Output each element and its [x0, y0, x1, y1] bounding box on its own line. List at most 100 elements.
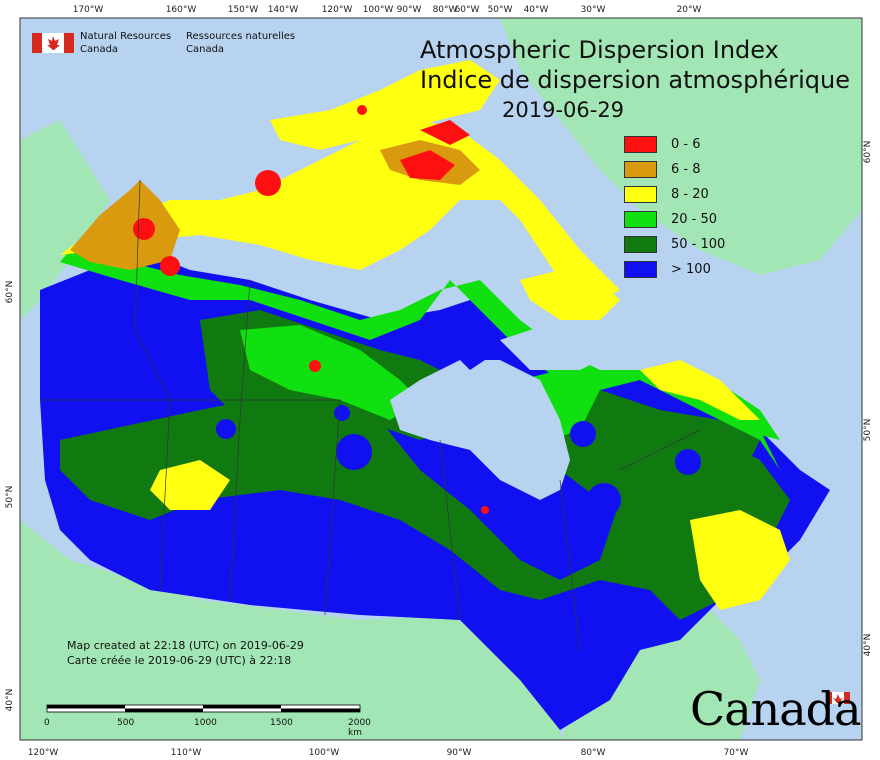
zone-8-20-maritimes	[690, 510, 790, 610]
legend-swatch	[624, 161, 657, 178]
zone-0-6-spot	[357, 105, 367, 115]
scale-bar-label: 500	[117, 718, 135, 728]
scale-bar	[46, 704, 361, 713]
legend-item: 0 - 6	[624, 132, 725, 157]
zone-gt100-blob	[336, 434, 372, 470]
canada-wordmark: Canada	[690, 682, 862, 736]
map-title-en: Atmospheric Dispersion Index	[420, 36, 779, 64]
zone-gt100-blob	[799, 484, 813, 498]
hudson-bay	[390, 360, 570, 500]
graticule-label: 50°N	[863, 419, 873, 442]
graticule-label: 40°W	[524, 5, 549, 15]
legend-swatch	[624, 136, 657, 153]
map-date: 2019-06-29	[502, 98, 625, 122]
zone-50-100-south	[60, 380, 790, 620]
zone-8-20-arctic-islands	[270, 60, 500, 150]
alaska-land	[20, 120, 110, 320]
canada-flag-logo	[32, 33, 74, 53]
graticule-label: 60°N	[863, 141, 873, 164]
zone-0-6-spot	[309, 360, 321, 372]
zone-0-6-spot	[255, 170, 281, 196]
creation-note-en: Map created at 22:18 (UTC) on 2019-06-29	[67, 639, 304, 652]
zone-20-50-band	[60, 250, 780, 470]
graticule-label: 80°W	[433, 5, 458, 15]
graticule-label: 120°W	[322, 5, 353, 15]
agency-fr-line1: Ressources naturelles	[186, 31, 296, 42]
graticule-label: 100°W	[363, 5, 394, 15]
graticule-label: 90°W	[447, 748, 472, 758]
usa-east-land	[560, 600, 760, 740]
scale-bar-label: 0	[44, 718, 50, 728]
province-borders	[40, 179, 701, 651]
zone-50-100-quebec	[540, 390, 760, 510]
graticule-right-labels: 60°N 50°N 40°N	[863, 141, 873, 657]
legend-label: 8 - 20	[671, 187, 709, 202]
graticule-label: 160°W	[166, 5, 197, 15]
graticule-bottom-labels: 120°W 110°W 100°W 90°W 80°W 70°W	[28, 748, 749, 758]
zone-gt100-baffin	[455, 330, 485, 370]
graticule-label: 30°W	[581, 5, 606, 15]
legend-item: 50 - 100	[624, 232, 725, 257]
zone-8-20-baffin	[520, 270, 620, 320]
graticule-label: 120°W	[28, 748, 59, 758]
legend: 0 - 6 6 - 8 8 - 20 20 - 50 50 - 100 > 100	[624, 132, 725, 282]
map-title-fr: Indice de dispersion atmosphérique	[420, 66, 851, 94]
graticule-label: 170°W	[73, 5, 104, 15]
graticule-label: 50°N	[5, 486, 15, 509]
zone-8-20-labrador	[640, 360, 760, 420]
hudson-strait	[500, 320, 620, 370]
scale-bar-label: 1000	[194, 718, 217, 728]
zone-gt100-blob	[570, 421, 596, 447]
agency-fr-line2: Canada	[186, 44, 225, 55]
legend-label: 50 - 100	[671, 237, 726, 252]
graticule-label: 90°W	[397, 5, 422, 15]
legend-label: 20 - 50	[671, 212, 718, 227]
graticule-label: 80°W	[581, 748, 606, 758]
greenland-land	[500, 18, 862, 275]
legend-swatch	[624, 211, 657, 228]
creation-note: Map created at 22:18 (UTC) on 2019-06-29…	[67, 638, 304, 668]
map-border	[19, 17, 863, 741]
legend-label: 6 - 8	[671, 162, 701, 177]
zone-8-20-prairies	[150, 460, 230, 510]
zone-0-6-spot	[481, 506, 489, 514]
graticule-label: 110°W	[171, 748, 202, 758]
graticule-label: 60°N	[5, 281, 15, 304]
legend-label: > 100	[671, 262, 711, 277]
zone-20-50-central	[240, 325, 420, 420]
zone-gt100-blob	[675, 449, 701, 475]
graticule-label: 40°N	[863, 634, 873, 657]
agency-en-line1: Natural Resources	[80, 31, 172, 42]
legend-item: 8 - 20	[624, 182, 725, 207]
canada-wordmark-flag	[826, 692, 850, 704]
graticule-label: 40°N	[5, 689, 15, 712]
graticule-top-labels: 170°W 160°W 150°W 140°W 120°W 100°W 90°W 80°W60…	[73, 5, 702, 15]
creation-note-fr: Carte créée le 2019-06-29 (UTC) à 22:18	[67, 654, 292, 667]
agency-en-line2: Canada	[80, 44, 119, 55]
zone-0-6-arctic-2	[420, 120, 470, 145]
zone-gt100-blob	[216, 419, 236, 439]
legend-item: > 100	[624, 257, 725, 282]
graticule-label: 100°W	[309, 748, 340, 758]
graticule-label: 70°W	[724, 748, 749, 758]
legend-swatch	[624, 261, 657, 278]
zone-gt100-blob	[334, 405, 350, 421]
scale-bar-label: 1500	[270, 718, 293, 728]
scale-bar-label: 2000 km	[348, 718, 371, 738]
legend-item: 20 - 50	[624, 207, 725, 232]
graticule-label: 60°W	[455, 5, 480, 15]
zone-8-20-north	[60, 120, 620, 300]
legend-swatch	[624, 186, 657, 203]
legend-item: 6 - 8	[624, 157, 725, 182]
graticule-left-labels: 60°N 50°N 40°N	[5, 281, 15, 712]
zone-0-6-arctic	[400, 150, 455, 180]
zone-gt100-blob	[587, 483, 621, 517]
zone-0-6-spot	[133, 218, 155, 240]
zone-6-8-yukon	[70, 180, 180, 270]
legend-label: 0 - 6	[671, 137, 701, 152]
zone-0-6-spot	[160, 256, 180, 276]
usa-land	[20, 520, 560, 740]
graticule-label: 140°W	[268, 5, 299, 15]
